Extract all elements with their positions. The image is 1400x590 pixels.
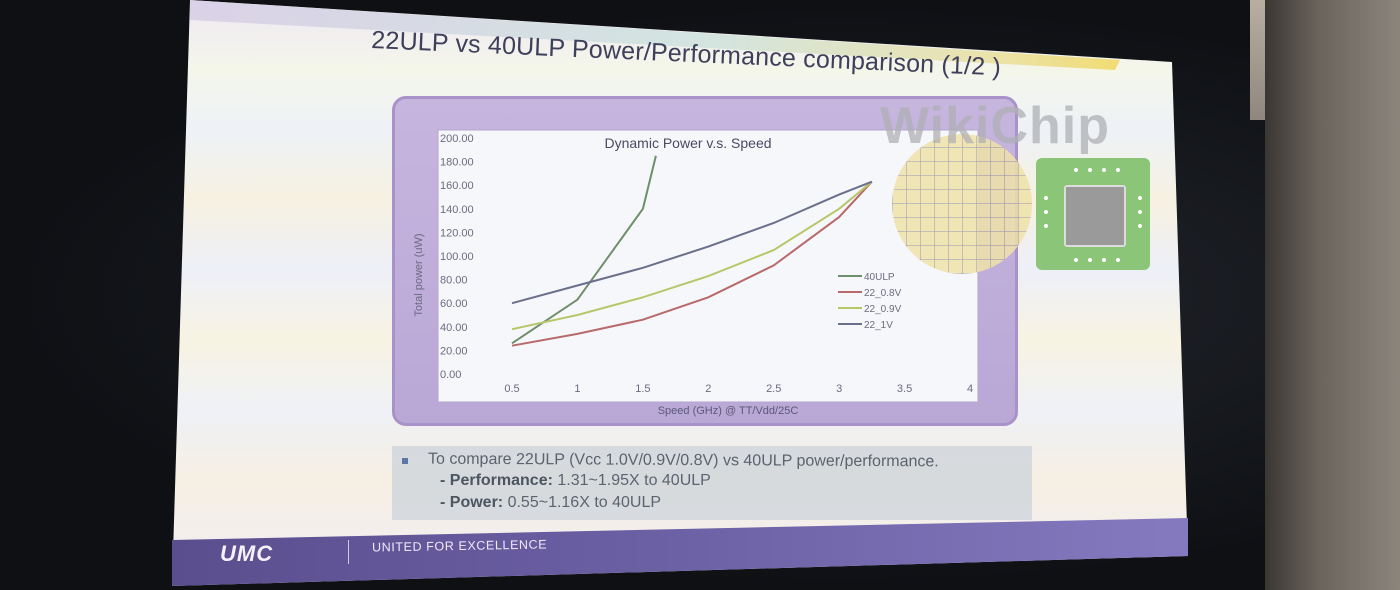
legend-label: 22_0.8V: [864, 288, 902, 299]
power-value: 0.55~1.16X to 40ULP: [507, 494, 662, 511]
chip-pin-dot: [1044, 196, 1048, 200]
x-tick-label: 1: [574, 383, 580, 395]
y-tick-label: 180.00: [440, 157, 474, 169]
chip-pin-dot: [1138, 224, 1142, 228]
chip-pin-dot: [1074, 168, 1078, 172]
bullet-power: - Power: 0.55~1.16X to 40ULP: [440, 494, 661, 512]
y-tick-label: 60.00: [440, 298, 468, 310]
chip-pin-dot: [1044, 224, 1048, 228]
performance-value: 1.31~1.95X to 40ULP: [557, 472, 711, 489]
x-tick-label: 4: [967, 383, 973, 395]
chip-pin-dot: [1138, 196, 1142, 200]
y-axis-label: Total power (uW): [413, 233, 425, 316]
x-tick-label: 1.5: [635, 383, 650, 395]
x-tick-label: 0.5: [504, 383, 519, 395]
y-tick-label: 40.00: [440, 322, 468, 334]
chip-pin-dot: [1102, 258, 1106, 262]
bullet-marker: [402, 458, 408, 464]
chart-title: Dynamic Power v.s. Speed: [604, 135, 771, 151]
y-tick-label: 20.00: [440, 345, 468, 357]
power-label: - Power:: [440, 494, 504, 511]
legend-label: 22_1V: [864, 320, 893, 331]
y-tick-label: 120.00: [440, 227, 474, 239]
x-tick-label: 2.5: [766, 383, 781, 395]
chip-pin-dot: [1074, 258, 1078, 262]
x-tick-label: 2: [705, 383, 711, 395]
y-tick-label: 160.00: [440, 180, 474, 192]
performance-label: - Performance:: [440, 472, 553, 489]
legend-label: 40ULP: [864, 272, 895, 283]
x-tick-label: 3.5: [897, 383, 912, 395]
chip-pin-dot: [1102, 168, 1106, 172]
series-line-22-0-9v: [511, 180, 873, 331]
chip-pin-dot: [1044, 210, 1048, 214]
umc-logo: UMC: [220, 541, 274, 566]
bullet-panel: [392, 446, 1032, 520]
y-tick-label: 0.00: [440, 369, 461, 381]
dynamic-power-chart: Dynamic Power v.s. Speed 0.00 20.00 40.00 60…: [413, 129, 979, 417]
series-line-22-0-8v: [511, 181, 873, 347]
chip-pin-dot: [1088, 258, 1092, 262]
chip-pin-dot: [1138, 210, 1142, 214]
wafer-watermark-icon: [892, 134, 1032, 274]
y-tick-label: 100.00: [440, 251, 474, 263]
chip-pin-dot: [1088, 168, 1092, 172]
y-tick-label: 140.00: [440, 204, 474, 216]
chip-pin-dot: [1116, 258, 1120, 262]
chip-pin-dot: [1116, 168, 1120, 172]
plot-area: [437, 129, 979, 403]
bullet-main-text: To compare 22ULP (Vcc 1.0V/0.9V/0.8V) vs…: [427, 450, 939, 471]
bullet-performance: - Performance: 1.31~1.95X to 40ULP: [440, 472, 711, 490]
legend-label: 22_0.9V: [864, 304, 902, 315]
wikichip-watermark: WikiChip: [880, 97, 1110, 155]
bullet-main: To compare 22ULP (Vcc 1.0V/0.9V/0.8V) vs…: [428, 451, 939, 472]
footer-divider: [348, 540, 349, 564]
chip-core-icon: [1064, 185, 1126, 247]
room-wall-side: [1265, 0, 1400, 590]
x-tick-label: 3: [836, 383, 842, 395]
y-tick-label: 200.00: [440, 133, 474, 145]
x-axis-label: Speed (GHz) @ TT/Vdd/25C: [658, 405, 799, 417]
series-line-22-1v: [511, 180, 873, 305]
y-tick-label: 80.00: [440, 275, 468, 287]
